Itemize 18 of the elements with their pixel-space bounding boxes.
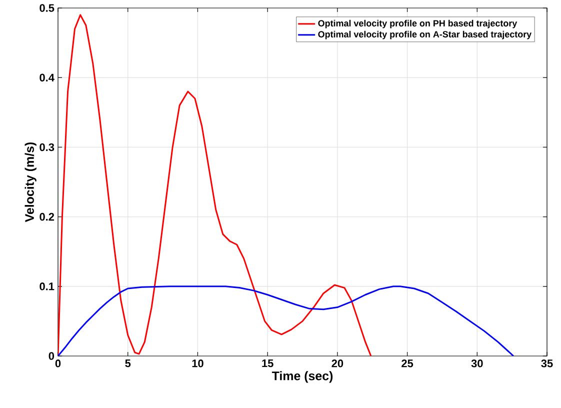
y-tick-label: 0.3 — [40, 143, 54, 152]
y-tick-label: 0.1 — [40, 282, 54, 290]
x-tick-label: 30 — [471, 360, 483, 368]
y-tick-label: 0.5 — [40, 4, 54, 12]
x-tick-label: 5 — [125, 360, 131, 368]
y-tick-label: 0 — [48, 352, 54, 360]
x-tick-label: 25 — [402, 360, 414, 368]
x-axis-title: Time (sec) — [272, 371, 333, 383]
y-tick-label: 0.4 — [40, 74, 54, 82]
x-tick-label: 0 — [55, 360, 61, 368]
y-tick-label: 0.2 — [40, 212, 54, 221]
x-tick-label: 15 — [262, 360, 274, 368]
x-tick-label: 20 — [332, 360, 344, 368]
legend-label: Optimal velocity profile on PH based trajectory — [318, 20, 518, 28]
y-axis-title: Velocity (m/s) — [24, 142, 36, 222]
x-tick-label: 35 — [541, 360, 553, 368]
x-tick-label: 10 — [192, 360, 204, 368]
legend-label: Optimal velocity profile on A-Star based trajectory — [318, 30, 532, 40]
